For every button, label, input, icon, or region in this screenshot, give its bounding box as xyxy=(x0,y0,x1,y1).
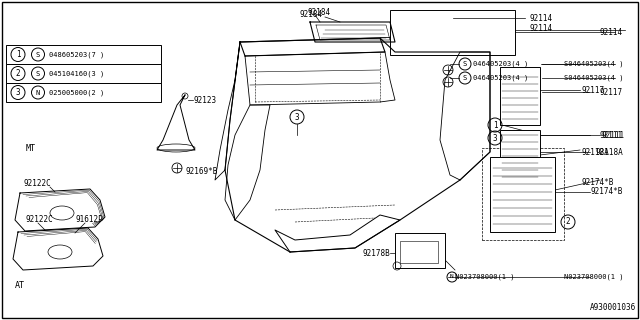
Text: 92117: 92117 xyxy=(600,87,623,97)
Text: S: S xyxy=(36,70,40,76)
Text: 1: 1 xyxy=(16,50,20,59)
Text: S046405203(4 ): S046405203(4 ) xyxy=(563,75,623,81)
Text: 92118A: 92118A xyxy=(582,148,610,156)
FancyBboxPatch shape xyxy=(6,83,161,102)
Text: 92114: 92114 xyxy=(530,13,553,22)
Text: 92111: 92111 xyxy=(600,131,623,140)
Text: AT: AT xyxy=(15,281,25,290)
Text: 92178B: 92178B xyxy=(362,249,390,258)
Text: 3: 3 xyxy=(493,133,497,142)
Text: S: S xyxy=(463,61,467,67)
Text: S046405203(4 ): S046405203(4 ) xyxy=(563,61,623,67)
Text: MT: MT xyxy=(26,143,36,153)
Text: 92174*B: 92174*B xyxy=(591,188,623,196)
Text: S: S xyxy=(36,52,40,58)
Text: 92184: 92184 xyxy=(308,7,331,17)
FancyBboxPatch shape xyxy=(400,241,438,263)
Text: 048605203(7 ): 048605203(7 ) xyxy=(49,51,104,58)
Text: N: N xyxy=(450,275,454,279)
Text: 92122C: 92122C xyxy=(24,179,52,188)
Text: 92114: 92114 xyxy=(600,28,623,36)
Text: 92118A: 92118A xyxy=(595,148,623,156)
Text: 92123: 92123 xyxy=(193,95,216,105)
Text: N023708000(1 ): N023708000(1 ) xyxy=(455,274,515,280)
Text: 025005000(2 ): 025005000(2 ) xyxy=(49,89,104,96)
FancyBboxPatch shape xyxy=(6,64,161,83)
Text: S: S xyxy=(463,75,467,81)
Text: A930001036: A930001036 xyxy=(589,303,636,312)
Text: 1: 1 xyxy=(493,121,497,130)
Text: 046405203(4 ): 046405203(4 ) xyxy=(473,61,528,67)
Text: 92169*B: 92169*B xyxy=(185,166,218,175)
FancyBboxPatch shape xyxy=(6,45,161,64)
FancyBboxPatch shape xyxy=(395,233,445,268)
Text: 3: 3 xyxy=(294,113,300,122)
Text: 2: 2 xyxy=(566,218,570,227)
Text: 92174*B: 92174*B xyxy=(582,178,614,187)
FancyBboxPatch shape xyxy=(500,67,540,125)
Text: 92114: 92114 xyxy=(530,23,553,33)
Text: N: N xyxy=(36,90,40,95)
FancyBboxPatch shape xyxy=(500,130,540,182)
Text: 046405203(4 ): 046405203(4 ) xyxy=(473,75,528,81)
Text: 92122C: 92122C xyxy=(25,215,52,225)
Text: 91612P: 91612P xyxy=(75,215,103,225)
Text: 3: 3 xyxy=(16,88,20,97)
Text: 2: 2 xyxy=(16,69,20,78)
Text: 92184: 92184 xyxy=(300,10,323,19)
Text: 045104160(3 ): 045104160(3 ) xyxy=(49,70,104,77)
FancyBboxPatch shape xyxy=(490,157,555,232)
Text: N023708000(1 ): N023708000(1 ) xyxy=(563,274,623,280)
FancyBboxPatch shape xyxy=(390,10,515,55)
Text: 92117: 92117 xyxy=(582,85,605,94)
Text: 92111: 92111 xyxy=(602,131,625,140)
